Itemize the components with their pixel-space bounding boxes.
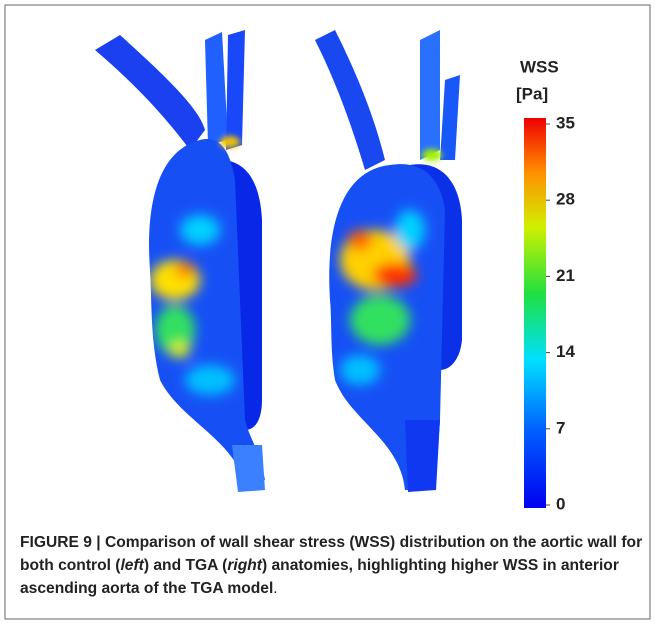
colorbar [524,118,546,508]
tga-aorta [315,30,462,492]
caption-segment: ) anatomies, highlighting higher WSS in … [20,557,619,597]
colorbar-tick-label: 28 [556,190,575,209]
colorbar-tick-label: 14 [556,342,575,361]
caption: FIGURE 9 | Comparison of wall shear stre… [20,531,648,600]
caption-segment: . [273,580,278,597]
caption-segment: left [120,557,144,574]
caption-segment: FIGURE 9 | Comparison of wall shear stre… [20,534,643,574]
colorbar-tick-label: 7 [556,418,565,437]
colorbar-title: WSS [520,57,559,76]
control-aorta [95,30,265,492]
colorbar-tick-label: 0 [556,494,565,513]
colorbar-unit: [Pa] [516,84,548,103]
caption-segment: right [227,557,262,574]
caption-segment: ) and TGA ( [143,557,228,574]
colorbar-tick-label: 21 [556,266,575,285]
frame [4,4,651,620]
colorbar-tick-label: 35 [556,113,575,132]
